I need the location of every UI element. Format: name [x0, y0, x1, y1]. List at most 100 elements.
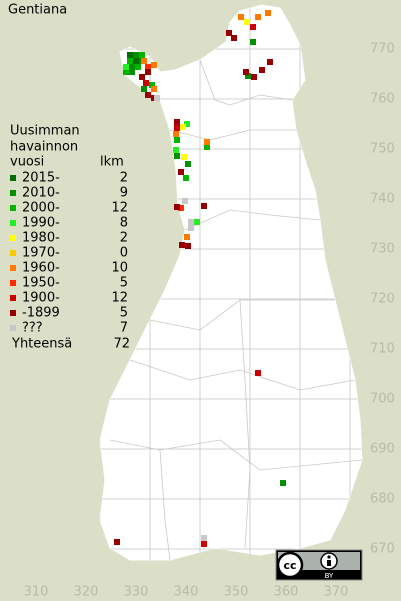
- legend-label: 2010-: [22, 186, 60, 201]
- observation: [250, 39, 256, 45]
- y-tick-label: 750: [370, 142, 395, 157]
- country-outline: [99, 4, 363, 561]
- legend-label: -1899: [22, 306, 60, 321]
- observation: [151, 86, 157, 92]
- map-title: Gentiana: [8, 3, 67, 18]
- legend-swatch: [10, 190, 16, 196]
- observation: [255, 370, 261, 376]
- observation: [231, 35, 237, 41]
- cc-circle: [276, 551, 304, 579]
- legend-label: 1980-: [22, 231, 60, 246]
- license-text: BY: [325, 572, 334, 580]
- x-tick-label: 330: [124, 585, 149, 600]
- legend-label: 1990-: [22, 216, 60, 231]
- y-tick-label: 700: [370, 392, 395, 407]
- x-tick-label: 320: [74, 585, 99, 600]
- observation: [149, 82, 155, 88]
- legend-header: Uusimman: [10, 124, 80, 139]
- legend-header: havainnon: [10, 140, 78, 155]
- y-tick-label: 740: [370, 192, 395, 207]
- observation: [123, 64, 129, 70]
- observation: [174, 125, 180, 131]
- observation: [173, 147, 179, 153]
- observation: [127, 58, 133, 64]
- x-tick-label: 310: [24, 585, 49, 600]
- legend-count: 12: [111, 201, 128, 216]
- legend-header: vuosi: [10, 155, 44, 170]
- legend-swatch: [10, 280, 16, 286]
- observation: [184, 121, 190, 127]
- legend-count: 5: [120, 306, 128, 321]
- observation: [135, 64, 141, 70]
- license-badge: cc BY: [275, 549, 363, 581]
- legend-count-header: lkm: [100, 155, 124, 170]
- legend-swatch: [10, 325, 16, 331]
- observation: [251, 74, 257, 80]
- observation: [243, 69, 249, 75]
- observation: [154, 95, 160, 101]
- y-tick-label: 720: [370, 292, 395, 307]
- observation: [267, 59, 273, 65]
- observation: [204, 144, 210, 150]
- observation: [280, 480, 286, 486]
- observation: [173, 131, 179, 137]
- y-tick-label: 690: [370, 442, 395, 457]
- legend-count: 0: [120, 246, 128, 261]
- legend-swatch: [10, 175, 16, 181]
- y-tick-label: 760: [370, 92, 395, 107]
- x-tick-label: 350: [224, 585, 249, 600]
- legend-swatch: [10, 310, 16, 316]
- legend-swatch: [10, 295, 16, 301]
- observation: [201, 541, 207, 547]
- by-icon-body: [327, 560, 331, 566]
- x-tick-label: 370: [324, 585, 349, 600]
- legend-swatch: [10, 220, 16, 226]
- observation: [185, 243, 191, 249]
- legend-count: 8: [120, 216, 128, 231]
- observation: [133, 52, 139, 58]
- observation: [182, 198, 188, 204]
- observation: [204, 139, 210, 145]
- observation: [145, 64, 151, 70]
- observation: [180, 124, 186, 130]
- observation: [141, 86, 147, 92]
- observation: [174, 204, 180, 210]
- legend-count: 12: [111, 291, 128, 306]
- legend-count: 5: [120, 276, 128, 291]
- observation: [127, 52, 133, 58]
- observation: [178, 169, 184, 175]
- legend-label: 1900-: [22, 291, 60, 306]
- legend-label: ???: [22, 321, 43, 336]
- observation: [188, 219, 194, 225]
- observation: [174, 153, 180, 159]
- x-tick-label: 360: [274, 585, 299, 600]
- observation: [139, 74, 145, 80]
- observation: [129, 69, 135, 75]
- legend-count: 9: [120, 186, 128, 201]
- observation: [174, 137, 180, 143]
- legend-swatch: [10, 265, 16, 271]
- observation: [139, 52, 145, 58]
- observation: [143, 80, 149, 86]
- region-borders: [109, 59, 362, 560]
- legend-swatch: [10, 250, 16, 256]
- observation: [133, 58, 139, 64]
- observation: [145, 69, 151, 75]
- observation: [179, 242, 185, 248]
- legend-swatch: [10, 205, 16, 211]
- y-tick-label: 770: [370, 42, 395, 57]
- legend-count: 2: [120, 231, 128, 246]
- by-icon-head: [327, 555, 331, 559]
- y-tick-label: 680: [370, 492, 395, 507]
- legend-label: 2000-: [22, 201, 60, 216]
- observation: [201, 203, 207, 209]
- legend-total-label: Yhteensä: [11, 337, 72, 352]
- x-tick-label: 340: [174, 585, 199, 600]
- observation: [185, 161, 191, 167]
- observation: [123, 69, 129, 75]
- y-tick-label: 670: [370, 542, 395, 557]
- y-tick-label: 730: [370, 242, 395, 257]
- observation: [265, 10, 271, 16]
